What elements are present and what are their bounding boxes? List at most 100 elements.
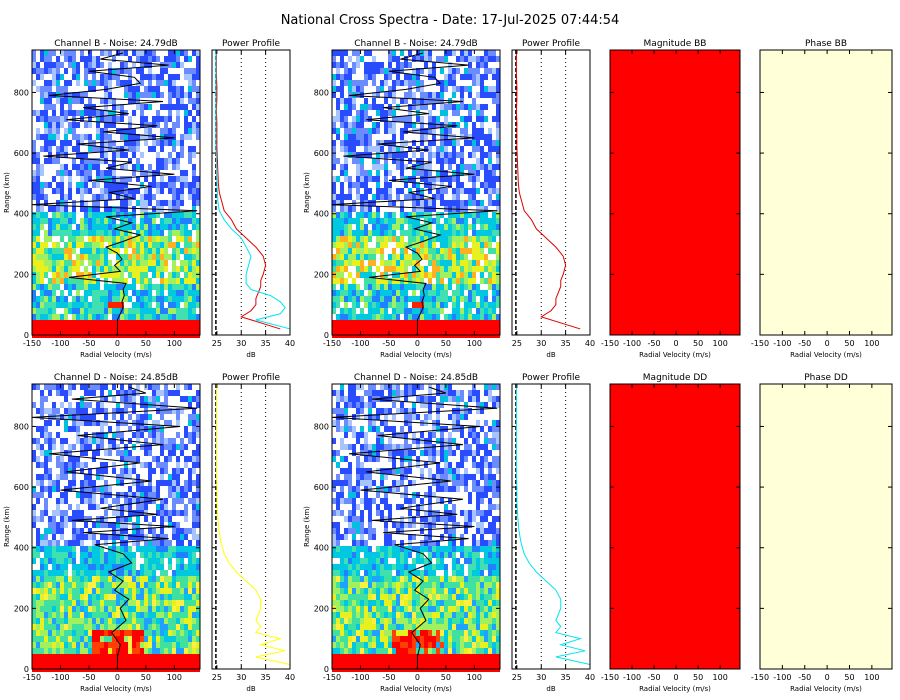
- spectrum-cell: [404, 266, 408, 272]
- spectrum-cell: [128, 396, 132, 402]
- spectrum-cell: [148, 594, 152, 600]
- spectrum-cell: [64, 450, 68, 456]
- spectrum-cell: [448, 158, 452, 164]
- spectrum-cell: [488, 266, 492, 272]
- spectrum-cell: [452, 68, 456, 74]
- spectrum-cell: [44, 314, 48, 320]
- spectrum-cell: [380, 152, 384, 158]
- spectrum-cell: [52, 546, 56, 552]
- spectrum-cell: [492, 92, 496, 98]
- spectrum-cell: [60, 254, 64, 260]
- spectrum-cell: [136, 296, 140, 302]
- spectrum-cell: [356, 110, 360, 116]
- spectrum-cell: [80, 480, 84, 486]
- spectrum-cell: [468, 236, 472, 242]
- spectrum-cell: [356, 50, 360, 56]
- spectrum-cell: [108, 588, 112, 594]
- spectrum-cell: [440, 326, 444, 332]
- spectrum-cell: [464, 116, 468, 122]
- spectrum-cell: [60, 146, 64, 152]
- spectrum-cell: [392, 146, 396, 152]
- spectrum-cell: [136, 522, 140, 528]
- spectrum-cell: [152, 456, 156, 462]
- spectrum-cell: [164, 116, 168, 122]
- spectrum-cell: [120, 290, 124, 296]
- spectrum-cell: [196, 480, 200, 486]
- spectrum-cell: [368, 248, 372, 254]
- spectrum-cell: [112, 140, 116, 146]
- spectrum-cell: [160, 510, 164, 516]
- spectrum-cell: [36, 230, 40, 236]
- spectrum-cell: [340, 224, 344, 230]
- spectrum-cell: [436, 308, 440, 314]
- spectrum-cell: [64, 546, 68, 552]
- spectrum-cell: [120, 326, 124, 332]
- spectrum-cell: [192, 576, 196, 582]
- spectrum-cell: [176, 230, 180, 236]
- spectrum-cell: [412, 302, 416, 308]
- x-tick-label: -100: [51, 339, 69, 348]
- spectrum-cell: [412, 206, 416, 212]
- spectrum-cell: [156, 624, 160, 630]
- spectrum-cell: [128, 200, 132, 206]
- spectrum-cell: [136, 384, 140, 390]
- spectrum-cell: [168, 546, 172, 552]
- spectrum-cell: [368, 140, 372, 146]
- spectrum-cell: [84, 134, 88, 140]
- spectrum-cell: [176, 50, 180, 56]
- spectrum-cell: [460, 320, 464, 326]
- spectrum-cell: [360, 384, 364, 390]
- spectrum-cell: [332, 218, 336, 224]
- spectrum-cell: [128, 468, 132, 474]
- spectrum-cell: [196, 654, 200, 660]
- spectrum-cell: [184, 104, 188, 110]
- spectrum-cell: [336, 326, 340, 332]
- spectrum-cell: [100, 444, 104, 450]
- spectrum-cell: [452, 260, 456, 266]
- spectrum-cell: [48, 224, 52, 230]
- spectrum-cell: [180, 570, 184, 576]
- spectrum-cell: [180, 314, 184, 320]
- spectrum-cell: [484, 290, 488, 296]
- spectrum-cell: [96, 176, 100, 182]
- spectrum-cell: [180, 660, 184, 666]
- spectrum-cell: [100, 242, 104, 248]
- spectrum-cell: [160, 116, 164, 122]
- spectrum-cell: [148, 170, 152, 176]
- spectrum-cell: [144, 546, 148, 552]
- spectrum-cell: [64, 462, 68, 468]
- spectrum-cell: [480, 152, 484, 158]
- spectrum-cell: [44, 254, 48, 260]
- spectrum-cell: [32, 218, 36, 224]
- spectrum-cell: [88, 384, 92, 390]
- spectrum-cell: [432, 92, 436, 98]
- spectrum-cell: [60, 92, 64, 98]
- spectrum-cell: [108, 582, 112, 588]
- spectrum-cell: [60, 558, 64, 564]
- spectrum-cell: [120, 522, 124, 528]
- spectrum-cell: [192, 618, 196, 624]
- spectrum-cell: [116, 272, 120, 278]
- spectrum-cell: [348, 134, 352, 140]
- spectrum-cell: [104, 486, 108, 492]
- x-axis-label: dB: [546, 351, 555, 359]
- spectrum-cell: [188, 248, 192, 254]
- spectrum-cell: [96, 384, 100, 390]
- spectrum-cell: [376, 92, 380, 98]
- spectrum-cell: [140, 486, 144, 492]
- spectrum-cell: [464, 128, 468, 134]
- spectrum-cell: [68, 56, 72, 62]
- spectrum-cell: [132, 152, 136, 158]
- spectrum-cell: [492, 176, 496, 182]
- spectrum-cell: [60, 266, 64, 272]
- spectrum-cell: [156, 486, 160, 492]
- spectrum-cell: [80, 624, 84, 630]
- spectrum-cell: [52, 552, 56, 558]
- x-tick-label: 40: [285, 673, 295, 682]
- spectrum-cell: [168, 74, 172, 80]
- spectrum-cell: [76, 534, 80, 540]
- spectrum-cell: [368, 302, 372, 308]
- spectrum-cell: [476, 284, 480, 290]
- spectrum-cell: [60, 594, 64, 600]
- spectrum-cell: [336, 242, 340, 248]
